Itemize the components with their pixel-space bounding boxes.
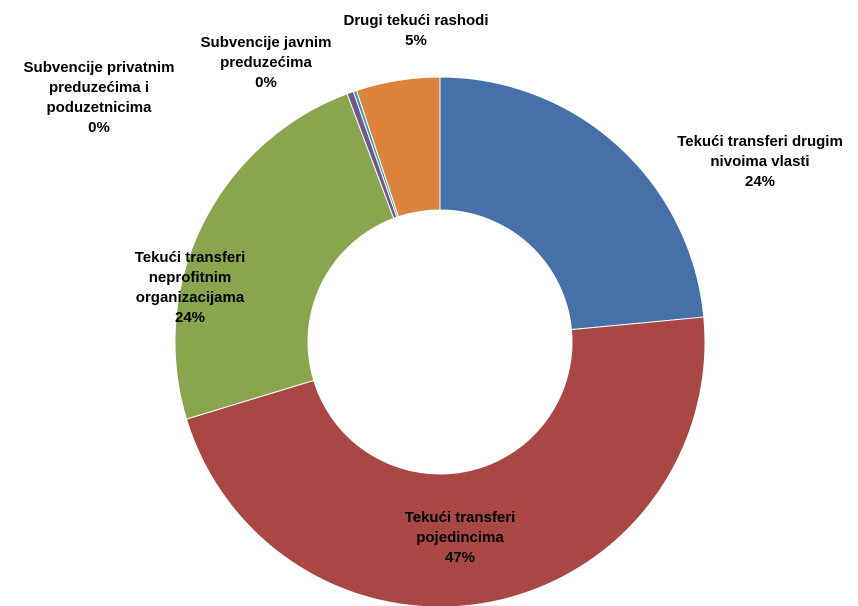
donut-slice-2 (174, 93, 395, 420)
slice-category-label: Drugi tekući rashodi (343, 12, 488, 29)
slice-value-label: 5% (405, 32, 427, 49)
slice-label-2: Tekući transferi neprofitnim organizacijam… (135, 249, 246, 326)
slice-label-4: Subvencije javnim preduzećima 0% (201, 34, 332, 91)
slice-labels: Tekući transferi drugim nivoima vlasti 24%… (24, 12, 843, 566)
slice-category-label: poduzetnicima (46, 99, 152, 116)
slice-category-label: preduzećima (220, 54, 312, 71)
slice-label-3: Subvencije privatnim preduzećima i poduzet… (24, 59, 175, 136)
slice-category-label: Tekući transferi (135, 249, 246, 266)
donut-slice-0 (439, 76, 705, 331)
slice-category-label: Tekući transferi (405, 509, 516, 526)
slice-category-label: pojedincima (416, 529, 504, 546)
slice-value-label: 0% (88, 119, 110, 136)
slice-category-label: preduzećima i (49, 79, 149, 96)
slice-value-label: 0% (255, 74, 277, 91)
slice-value-label: 24% (175, 309, 205, 326)
slice-category-label: neprofitnim (149, 269, 232, 286)
slice-label-0: Tekući transferi drugim nivoima vlasti 24% (677, 133, 843, 190)
slice-category-label: Tekući transferi drugim (677, 133, 843, 150)
donut-slices (174, 76, 706, 606)
slice-value-label: 24% (745, 173, 775, 190)
donut-slice-5 (355, 76, 441, 218)
slice-category-label: Subvencije privatnim (24, 59, 175, 76)
slice-category-label: Subvencije javnim (201, 34, 332, 51)
slice-category-label: nivoima vlasti (710, 153, 809, 170)
donut-slice-1 (185, 316, 706, 606)
slice-category-label: organizacijama (136, 289, 245, 306)
slice-value-label: 47% (445, 549, 475, 566)
slice-label-5: Drugi tekući rashodi 5% (343, 12, 488, 49)
slice-label-1: Tekući transferi pojedincima 47% (405, 509, 516, 566)
